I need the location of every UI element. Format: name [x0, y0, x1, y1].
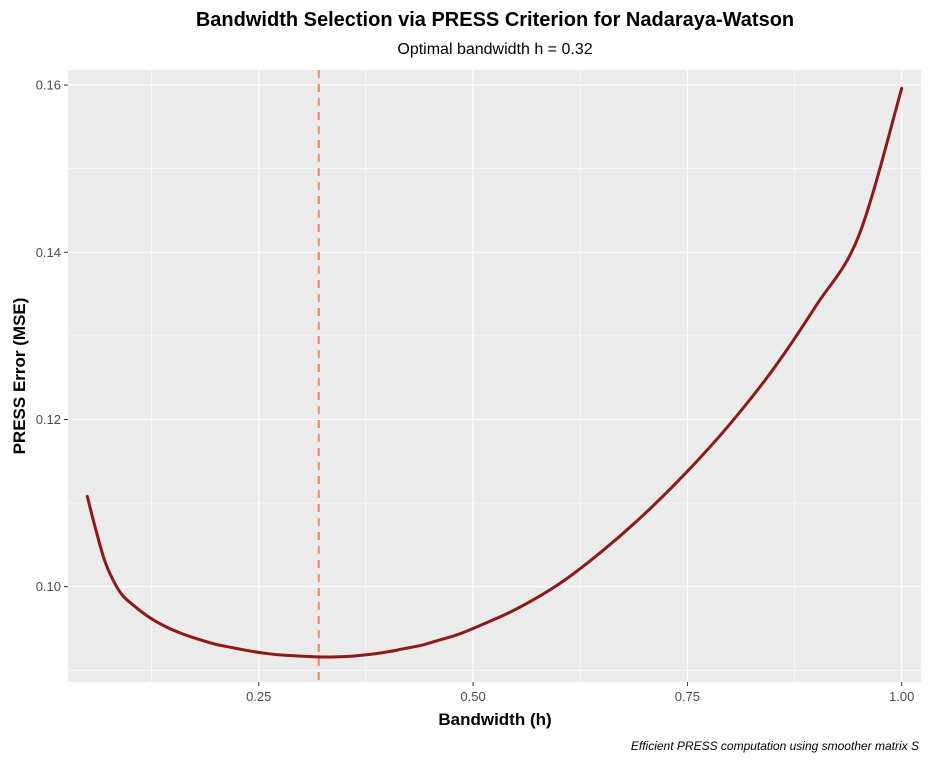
y-axis-ticks: 0.10 0.12 0.14 0.16 [36, 78, 68, 594]
x-tick-label: 0.75 [675, 689, 700, 704]
x-axis-ticks: 0.25 0.50 0.75 1.00 [246, 682, 914, 704]
minor-gridlines [68, 70, 921, 682]
x-tick-label: 0.50 [460, 689, 485, 704]
x-tick-label: 1.00 [889, 689, 914, 704]
chart-caption: Efficient PRESS computation using smooth… [631, 739, 919, 753]
y-tick-label: 0.14 [36, 245, 61, 260]
major-gridlines [68, 70, 921, 682]
press-error-curve [85, 86, 904, 659]
chart-title: Bandwidth Selection via PRESS Criterion … [196, 9, 794, 31]
press-curve-group [85, 86, 904, 659]
plot-panel [68, 70, 921, 682]
y-tick-label: 0.10 [36, 579, 61, 594]
chart-subtitle: Optimal bandwidth h = 0.32 [397, 41, 592, 58]
y-tick-label: 0.12 [36, 412, 61, 427]
x-tick-label: 0.25 [246, 689, 271, 704]
y-axis-title: PRESS Error (MSE) [10, 298, 29, 455]
y-tick-label: 0.16 [36, 78, 61, 93]
x-axis-title: Bandwidth (h) [438, 710, 551, 729]
